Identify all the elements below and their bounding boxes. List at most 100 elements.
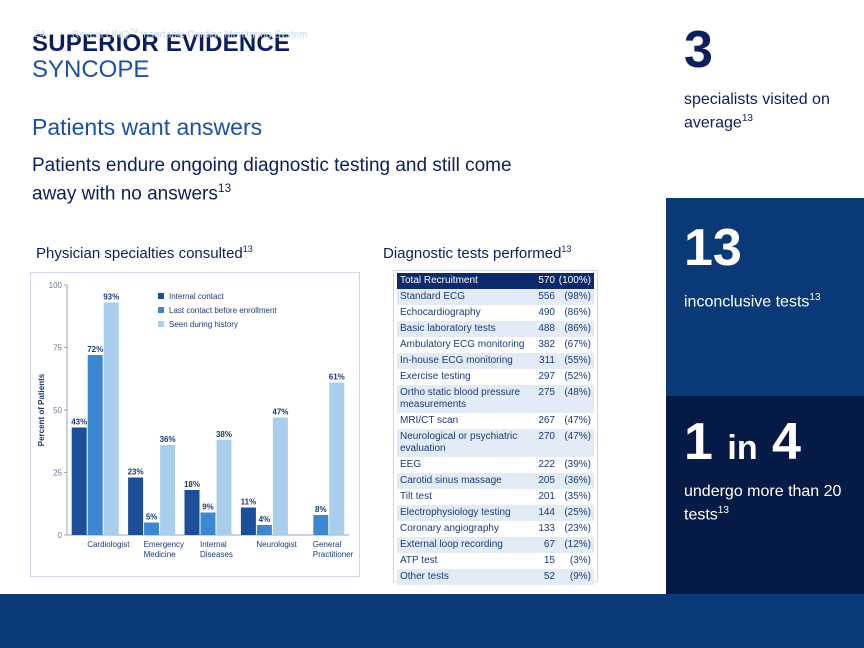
y-tick-label: 0 xyxy=(58,531,63,540)
table-cell-count: 270 xyxy=(538,431,555,442)
stat-more-tests-ref: 13 xyxy=(717,505,729,516)
table-cell-count: 382 xyxy=(538,339,555,350)
table-cell-pct: (52%) xyxy=(564,371,591,382)
legend-swatch xyxy=(158,307,164,313)
table-cell-pct: (98%) xyxy=(564,291,591,302)
bar xyxy=(256,525,272,535)
legend-label: Seen during history xyxy=(169,320,238,329)
stat-more-tests-caption-text: undergo more than 20 tests xyxy=(684,483,842,524)
stats-column: 3 specialists visited on average13 13 in… xyxy=(666,0,864,594)
table-row: MRI/CT scan 267 (47%) xyxy=(397,413,594,429)
table-cell-name: MRI/CT scan xyxy=(400,415,459,426)
table-cell-count: 570 xyxy=(538,275,555,286)
bar-chart-panel: 0 25 50 75 100 Percent of Patients 43% 72% 93% Ca… xyxy=(30,272,360,577)
table-cell-name: ATP test xyxy=(400,555,438,566)
table-cell-pct: (39%) xyxy=(564,459,591,470)
page-subtitle: SYNCOPE xyxy=(32,56,150,83)
stat-specialists-ref: 13 xyxy=(741,113,753,124)
x-tick-label: Cardiologist xyxy=(87,540,130,549)
table-cell-pct: (86%) xyxy=(564,307,591,318)
section-heading: Patients want answers xyxy=(32,114,263,140)
stat-inconclusive-ref: 13 xyxy=(809,292,821,303)
x-tick-label: General xyxy=(313,540,342,549)
table-cell-pct: (86%) xyxy=(564,323,591,334)
bar xyxy=(272,417,288,535)
y-axis-title: Percent of Patients xyxy=(37,373,46,446)
bar xyxy=(160,445,176,535)
y-tick-label: 25 xyxy=(53,469,62,478)
legend-label: Last contact before enrollment xyxy=(169,306,277,315)
table-cell-pct: (35%) xyxy=(564,491,591,502)
table-cell-count: 488 xyxy=(538,323,555,334)
x-tick-label: Emergency xyxy=(144,540,184,549)
bar xyxy=(216,440,232,535)
bar xyxy=(240,507,256,535)
stat-specialists-caption-text: specialists visited on average xyxy=(684,91,830,132)
medtronic-logo: Medtronic xyxy=(718,20,816,42)
table-row: Basic laboratory tests 488 (86%) xyxy=(397,321,594,337)
table-cell-count: 275 xyxy=(538,387,555,398)
stat-more-tests-a: 1 xyxy=(684,413,713,471)
footer-text: Reveal LINQTM Insertable Cardiac Monitor… xyxy=(72,29,307,40)
table-panel-title-text: Diagnostic tests performed xyxy=(383,245,562,262)
table-cell-count: 490 xyxy=(538,307,555,318)
data-label: 4% xyxy=(259,515,271,524)
table-cell-count: 267 xyxy=(538,415,555,426)
bar xyxy=(184,490,200,535)
table-cell-name: Echocardiography xyxy=(400,307,481,318)
table-cell-name: Coronary angiography xyxy=(400,523,499,534)
y-tick-label: 50 xyxy=(53,406,62,415)
table-cell-pct: (48%) xyxy=(564,387,591,398)
x-tick-label: Practitioner xyxy=(313,550,354,559)
table-cell-count: 297 xyxy=(538,371,555,382)
table-row: Tilt test 201 (35%) xyxy=(397,489,594,505)
footer-tm: TM xyxy=(129,29,138,35)
page-title: SUPERIOR EVIDENCE xyxy=(32,30,291,57)
stat-more-tests: 1 in 4 undergo more than 20 tests13 xyxy=(666,396,864,594)
table-row: Carotid sinus massage 205 (36%) xyxy=(397,473,594,489)
table-cell-name: External loop recording xyxy=(400,539,503,550)
table-cell-count: 222 xyxy=(538,459,555,470)
tests-table: Total Recruitment 570 (100%) Standard ECG 55… xyxy=(393,270,598,585)
table-cell-count: 52 xyxy=(543,571,555,582)
page-number: 24 xyxy=(34,29,46,40)
bar-panel-title-ref: 13 xyxy=(242,244,253,254)
data-label: 43% xyxy=(71,418,87,427)
table-header-row: Total Recruitment 570 (100%) xyxy=(397,273,594,289)
section-body: Patients endure ongoing diagnostic testi… xyxy=(32,154,552,205)
table-cell-pct: (67%) xyxy=(564,339,591,350)
table-row: Other tests 52 (9%) xyxy=(397,569,594,585)
stat-specialists: 3 specialists visited on average13 xyxy=(666,0,864,198)
x-tick-label: Medicine xyxy=(144,550,177,559)
table-row: Neurological or psychiatric evaluation 27… xyxy=(397,429,594,457)
table-cell-count: 205 xyxy=(538,475,555,486)
data-label: 9% xyxy=(202,503,214,512)
table-cell-count: 556 xyxy=(538,291,555,302)
table-cell-name: Standard ECG xyxy=(400,291,466,302)
footer-bar xyxy=(0,594,864,648)
section-body-ref: 13 xyxy=(217,181,232,195)
table-row: Standard ECG 556 (98%) xyxy=(397,289,594,305)
x-tick-label: Internal xyxy=(200,540,227,549)
table-row: Electrophysiology testing 144 (25%) xyxy=(397,505,594,521)
table-row: Ambulatory ECG monitoring 382 (67%) xyxy=(397,337,594,353)
y-tick-label: 75 xyxy=(53,344,62,353)
table-cell-pct: (47%) xyxy=(564,415,591,426)
table-cell-name: Ambulatory ECG monitoring xyxy=(400,339,525,350)
bar xyxy=(103,302,119,535)
table-cell-pct: (3%) xyxy=(569,555,591,566)
data-label: 36% xyxy=(160,435,176,444)
section-body-text: Patients endure ongoing diagnostic testi… xyxy=(32,155,512,205)
stat-specialists-value: 3 xyxy=(684,21,713,79)
table-row: In-house ECG monitoring 311 (55%) xyxy=(397,353,594,369)
stat-more-tests-caption: undergo more than 20 tests13 xyxy=(684,482,859,524)
bar-panel-title: Physician specialties consulted13 xyxy=(36,244,253,262)
data-label: 5% xyxy=(146,513,158,522)
table-row: External loop recording 67 (12%) xyxy=(397,537,594,553)
stat-more-tests-b: 4 xyxy=(772,413,801,471)
table-cell-name: Total Recruitment xyxy=(400,275,478,286)
table-cell-pct: (12%) xyxy=(564,539,591,550)
stat-specialists-caption: specialists visited on average13 xyxy=(684,90,859,132)
table-cell-pct: (23%) xyxy=(564,523,591,534)
data-label: 72% xyxy=(87,345,103,354)
